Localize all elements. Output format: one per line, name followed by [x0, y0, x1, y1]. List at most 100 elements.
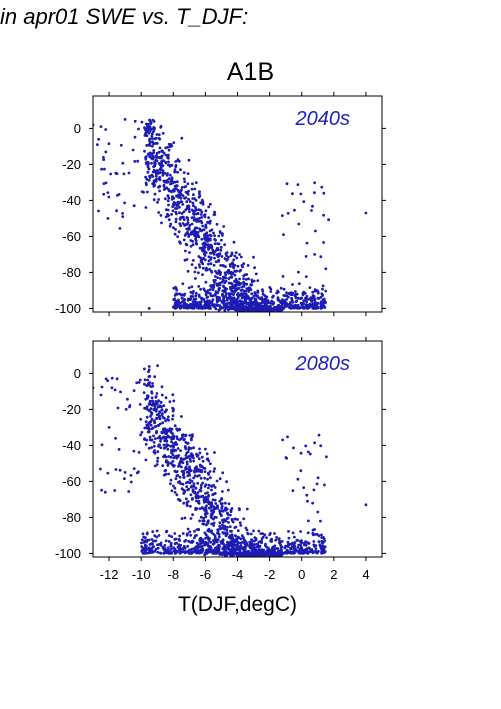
data-point [195, 507, 199, 510]
data-point [177, 298, 180, 302]
data-point [316, 476, 320, 480]
data-point [191, 201, 195, 205]
data-point [313, 288, 317, 292]
data-point [186, 550, 189, 553]
data-point [230, 275, 234, 279]
data-point [149, 127, 153, 131]
data-point [163, 171, 167, 175]
data-point [180, 470, 184, 473]
data-point [166, 434, 170, 438]
data-point [99, 125, 103, 128]
data-point [140, 538, 144, 542]
data-point [296, 546, 300, 549]
data-point [210, 270, 214, 274]
data-point [144, 406, 148, 410]
data-point [151, 530, 155, 534]
data-point [153, 464, 157, 468]
data-point [312, 306, 316, 309]
data-point [177, 454, 181, 457]
data-point [216, 276, 220, 279]
data-point [216, 242, 220, 246]
data-point [175, 299, 178, 303]
data-point [175, 541, 179, 545]
data-point [209, 476, 212, 480]
data-point [147, 179, 151, 182]
data-point [137, 470, 140, 474]
data-point [141, 532, 145, 536]
data-point [218, 298, 222, 302]
data-point [275, 547, 279, 550]
data-point [178, 475, 182, 479]
data-point [243, 282, 247, 286]
data-point [143, 367, 146, 371]
data-point [158, 410, 161, 414]
data-point [179, 224, 183, 228]
data-point [169, 550, 173, 554]
data-point [145, 130, 149, 134]
data-point [192, 485, 196, 488]
data-point [97, 209, 100, 213]
data-point [210, 244, 214, 248]
data-point [203, 233, 206, 237]
data-point [153, 375, 157, 379]
data-point [193, 470, 197, 474]
data-point [162, 151, 166, 155]
data-point [304, 543, 308, 547]
data-point [263, 300, 266, 304]
data-point [261, 549, 265, 553]
data-point [161, 421, 165, 425]
data-point [197, 285, 201, 288]
data-point [191, 292, 195, 295]
data-point [187, 539, 191, 543]
data-point [107, 195, 111, 199]
data-point [211, 288, 215, 291]
data-point [198, 265, 202, 269]
data-point [192, 446, 196, 450]
data-point [175, 187, 178, 191]
y-tick-label: -100 [55, 546, 81, 561]
data-point [265, 308, 268, 312]
data-point [297, 222, 301, 226]
data-point [254, 272, 258, 276]
data-point [313, 528, 316, 531]
data-point [293, 535, 296, 539]
data-point [204, 492, 207, 495]
data-point [286, 211, 290, 215]
data-point [152, 142, 155, 146]
data-point [236, 535, 240, 539]
data-point [180, 136, 184, 140]
data-point [193, 546, 196, 550]
data-point [191, 433, 194, 437]
data-point [192, 301, 196, 305]
data-point [260, 551, 263, 555]
data-point [302, 299, 306, 303]
x-tick-label: -2 [264, 567, 276, 582]
data-point [203, 551, 207, 555]
data-point [222, 225, 226, 228]
data-point [197, 501, 200, 505]
data-point [173, 537, 177, 541]
data-point [144, 181, 148, 185]
data-point [148, 137, 152, 141]
data-point [146, 395, 150, 398]
data-point [127, 490, 131, 493]
data-point [237, 281, 241, 284]
data-point [155, 463, 159, 466]
data-point [211, 251, 215, 255]
data-point [208, 202, 212, 206]
data-point [182, 473, 185, 477]
data-point [245, 507, 249, 511]
data-point [176, 447, 180, 450]
data-point [162, 435, 166, 439]
data-point [190, 216, 194, 220]
data-point [183, 550, 186, 554]
data-point [260, 296, 264, 299]
data-point [132, 467, 136, 470]
data-point [229, 529, 232, 533]
data-point [175, 194, 179, 198]
data-point [261, 532, 265, 535]
data-point [155, 535, 159, 539]
data-point [184, 497, 188, 501]
data-point [182, 294, 186, 297]
data-points [93, 364, 368, 557]
